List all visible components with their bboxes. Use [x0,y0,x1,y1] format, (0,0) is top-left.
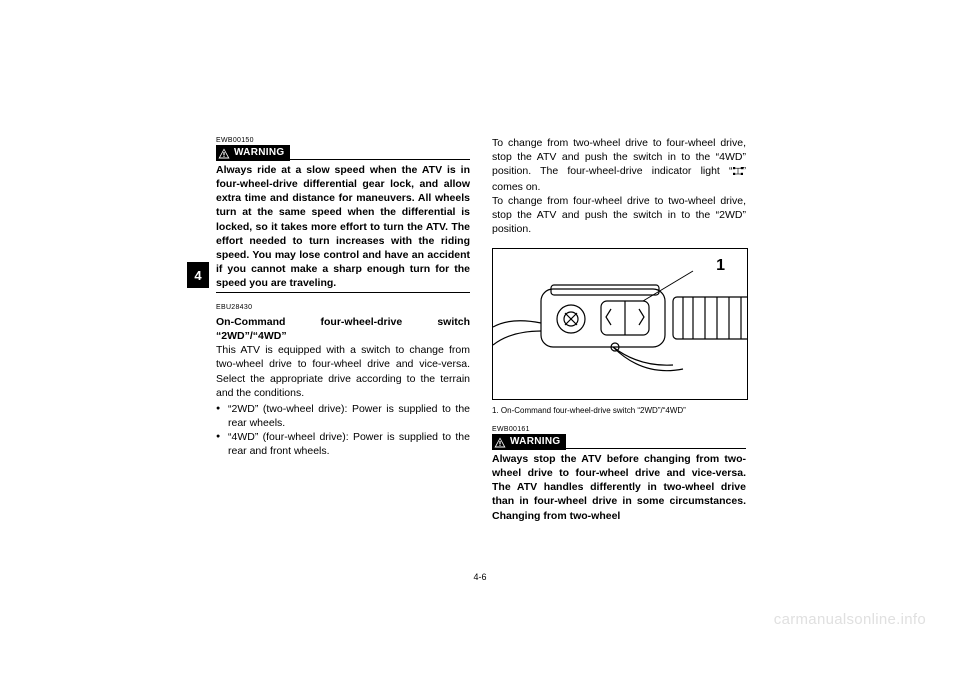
list-item: “4WD” (four-wheel drive): Power is suppl… [216,430,470,458]
left-column: EWB00150 WARNING Always ride at a slow s… [216,136,470,523]
ref-code: EWB00150 [216,136,470,145]
bullet-list: “2WD” (two-wheel drive): Power is suppli… [216,402,470,459]
warning-header: WARNING [216,145,470,161]
four-wheel-indicator-icon [733,165,743,179]
warning-triangle-icon [494,437,506,448]
section-body: This ATV is equipped with a switch to ch… [216,343,470,400]
warning-triangle-icon [218,148,230,159]
ref-code: EBU28430 [216,303,470,312]
warning-badge: WARNING [216,145,290,161]
figure-callout-number: 1 [716,255,725,277]
page-number: 4-6 [473,572,486,582]
manual-page: 4 EWB00150 WARNING Always ride at a slow… [0,0,960,678]
chapter-tab: 4 [187,262,209,288]
warning-header: WARNING [492,434,746,450]
content-area: EWB00150 WARNING Always ride at a slow s… [216,136,746,523]
paragraph: To change from two-wheel drive to four-w… [492,136,746,194]
divider [216,292,470,293]
watermark: carmanualsonline.info [774,611,926,628]
figure-caption: 1. On-Command four-wheel-drive switch “2… [492,406,746,417]
warning-label: WARNING [234,146,284,160]
switch-figure: 1 [492,248,748,400]
section-title: On-Command four-wheel-drive switch “2WD”… [216,315,470,343]
ref-code: EWB00161 [492,425,746,434]
right-column: To change from two-wheel drive to four-w… [492,136,746,523]
switch-illustration [493,249,747,399]
warning-label: WARNING [510,435,560,449]
warning-text: Always ride at a slow speed when the ATV… [216,163,470,291]
warning-badge: WARNING [492,434,566,450]
warning-text: Always stop the ATV before changing from… [492,452,746,523]
paragraph: To change from four-wheel drive to two-w… [492,194,746,237]
list-item: “2WD” (two-wheel drive): Power is suppli… [216,402,470,430]
